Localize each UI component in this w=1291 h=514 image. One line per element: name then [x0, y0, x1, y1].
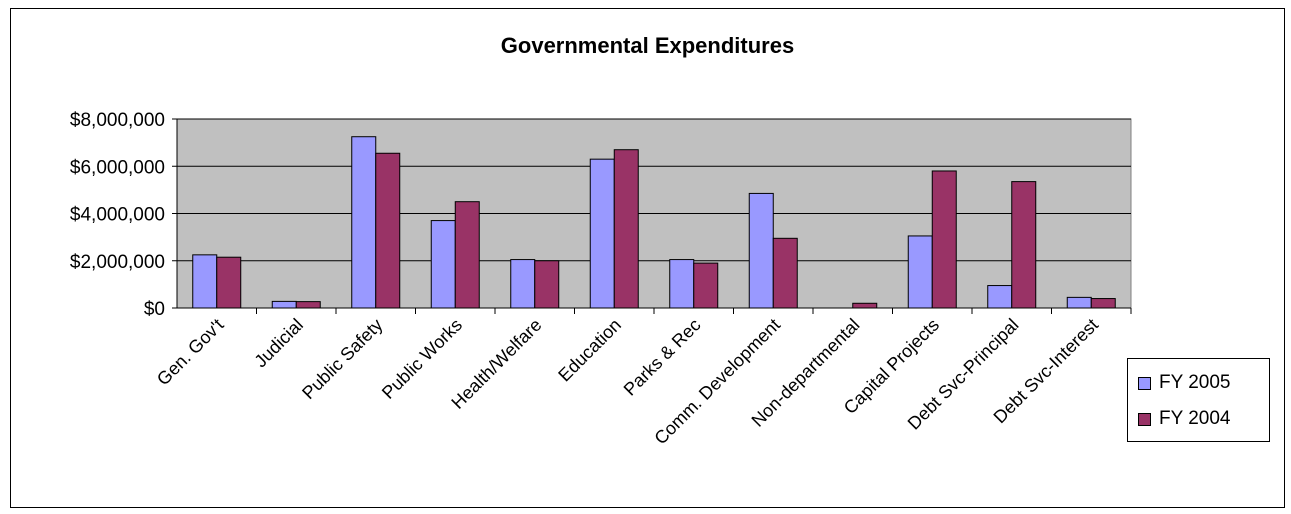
bar [1011, 181, 1037, 309]
bar [351, 136, 377, 309]
bar [1066, 296, 1092, 309]
bar [534, 260, 560, 309]
bar [430, 220, 456, 309]
chart-title: Governmental Expenditures [500, 33, 795, 58]
bar [669, 259, 695, 309]
legend-label-fy2005: FY 2005 [1159, 372, 1231, 393]
bar [375, 152, 401, 309]
x-category-label: Judicial [250, 315, 307, 372]
legend-item-fy2004: FY 2004 [1138, 408, 1230, 430]
x-category-label: Public Works [378, 315, 466, 403]
bar [216, 256, 242, 309]
y-tick-label: $2,000,000 [70, 252, 165, 273]
bar [271, 300, 297, 309]
x-category-label: Parks & Rec [620, 315, 705, 400]
x-category-label: Gen. Gov't [153, 315, 228, 390]
bar [1090, 298, 1116, 309]
x-category-label: Education [554, 315, 625, 386]
bar [748, 192, 774, 309]
bar [931, 170, 957, 309]
y-tick-label: $4,000,000 [70, 205, 165, 226]
y-tick-label: $8,000,000 [70, 110, 165, 131]
legend-item-fy2005: FY 2005 [1138, 372, 1230, 394]
legend-swatch-fy2004 [1138, 412, 1151, 426]
bar [192, 254, 218, 309]
bar [613, 149, 639, 309]
bar [852, 302, 878, 309]
bar [510, 259, 536, 309]
bar [987, 285, 1013, 309]
bar [907, 235, 933, 309]
bar [454, 201, 480, 309]
bar [589, 158, 615, 309]
bar [772, 237, 798, 309]
bar [693, 262, 719, 309]
y-tick-label: $6,000,000 [70, 157, 165, 178]
legend-label-fy2004: FY 2004 [1159, 408, 1231, 429]
legend-swatch-fy2005 [1138, 376, 1151, 390]
bar [295, 301, 321, 309]
y-tick-label: $0 [144, 299, 165, 320]
x-category-label: Public Safety [298, 315, 386, 403]
chart-legend: FY 2005 FY 2004 [1127, 358, 1270, 442]
